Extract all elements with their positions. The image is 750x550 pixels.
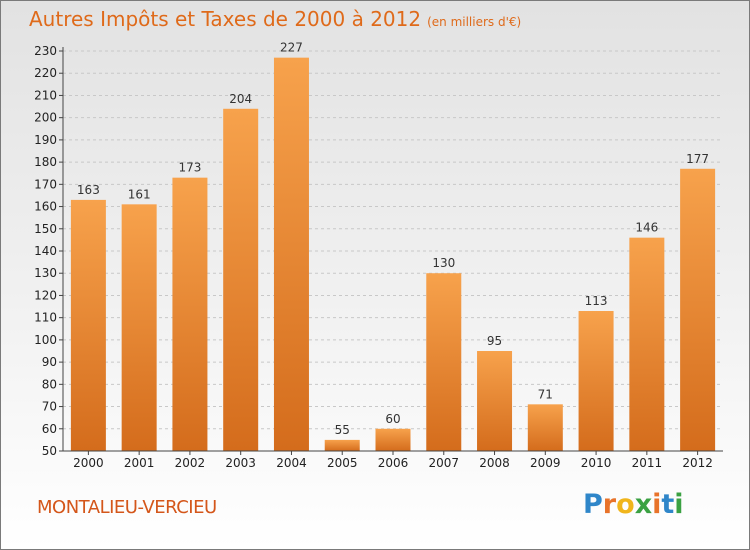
y-tick-label: 230 bbox=[34, 44, 57, 58]
x-tick-label: 2001 bbox=[124, 456, 155, 470]
x-tick-label: 2007 bbox=[428, 456, 459, 470]
proxiti-logo: Proxiti bbox=[583, 489, 684, 520]
y-tick-label: 80 bbox=[42, 377, 57, 391]
commune-name: MONTALIEU-VERCIEU bbox=[37, 497, 217, 518]
data-label-2007: 130 bbox=[432, 256, 455, 270]
y-tick-label: 170 bbox=[34, 177, 57, 191]
x-tick-label: 2000 bbox=[73, 456, 104, 470]
bar-2000 bbox=[70, 199, 106, 451]
y-tick-label: 180 bbox=[34, 155, 57, 169]
y-tick-label: 120 bbox=[34, 288, 57, 302]
bar-2006 bbox=[375, 428, 411, 451]
data-label-2002: 173 bbox=[178, 161, 201, 175]
grid-lines bbox=[59, 50, 723, 452]
data-label-2001: 161 bbox=[128, 187, 151, 201]
x-tick-label: 2004 bbox=[276, 456, 307, 470]
x-tick-label: 2008 bbox=[479, 456, 510, 470]
bar-2008 bbox=[477, 351, 513, 451]
y-tick-label: 150 bbox=[34, 222, 57, 236]
x-tick-label: 2009 bbox=[530, 456, 561, 470]
y-tick-label: 190 bbox=[34, 133, 57, 147]
data-label-2006: 60 bbox=[385, 412, 400, 426]
bar-2005 bbox=[324, 439, 360, 451]
data-labels: 163 161 173 204 227 55 60 130 95 71 113 146 177 bbox=[77, 41, 709, 437]
y-tick-label: 50 bbox=[42, 444, 57, 458]
y-tick-label: 220 bbox=[34, 66, 57, 80]
chart-title-text: Autres Impôts et Taxes de 2000 à 2012 bbox=[29, 7, 422, 31]
bar-2002 bbox=[172, 177, 208, 451]
data-label-2012: 177 bbox=[686, 152, 709, 166]
bar-2009 bbox=[527, 404, 563, 451]
data-label-2008: 95 bbox=[487, 334, 502, 348]
x-tick-label: 2010 bbox=[581, 456, 612, 470]
x-tick-label: 2002 bbox=[175, 456, 206, 470]
y-tick-label: 200 bbox=[34, 111, 57, 125]
y-tick-label: 60 bbox=[42, 422, 57, 436]
bar-2004 bbox=[273, 57, 309, 452]
bar-2001 bbox=[121, 204, 157, 451]
data-label-2004: 227 bbox=[280, 41, 303, 55]
chart-title: Autres Impôts et Taxes de 2000 à 2012 (en… bbox=[29, 7, 521, 31]
y-tick-label: 90 bbox=[42, 355, 57, 369]
data-label-2010: 113 bbox=[585, 294, 608, 308]
bar-2003 bbox=[223, 108, 259, 452]
data-label-2011: 146 bbox=[635, 221, 658, 235]
chart-title-unit: (en milliers d'€) bbox=[427, 15, 522, 29]
y-tick-label: 110 bbox=[34, 311, 57, 325]
data-label-2005: 55 bbox=[335, 423, 350, 437]
y-tick-label: 100 bbox=[34, 333, 57, 347]
x-tick-label: 2012 bbox=[682, 456, 713, 470]
y-tick-label: 160 bbox=[34, 200, 57, 214]
data-label-2000: 163 bbox=[77, 183, 100, 197]
x-tick-label: 2005 bbox=[327, 456, 358, 470]
y-tick-labels: 50 60 70 80 90 100 110 120 130 140 150 160 170 180 190… bbox=[34, 44, 57, 458]
bar-2010 bbox=[578, 311, 614, 451]
data-label-2003: 204 bbox=[229, 92, 252, 106]
y-tick-label: 130 bbox=[34, 266, 57, 280]
x-tick-label: 2006 bbox=[378, 456, 409, 470]
bar-2007 bbox=[426, 273, 462, 451]
data-label-2009: 71 bbox=[538, 387, 553, 401]
x-tick-label: 2003 bbox=[225, 456, 256, 470]
y-tick-label: 70 bbox=[42, 400, 57, 414]
y-tick-label: 210 bbox=[34, 88, 57, 102]
bar-2011 bbox=[629, 237, 665, 451]
x-tick-label: 2011 bbox=[632, 456, 663, 470]
x-tick-labels: 2000 2001 2002 2003 2004 2005 2006 2007 2008 2009… bbox=[73, 451, 713, 470]
bars bbox=[70, 57, 716, 452]
bar-2012 bbox=[680, 168, 716, 451]
axes bbox=[62, 47, 723, 452]
y-tick-label: 140 bbox=[34, 244, 57, 258]
